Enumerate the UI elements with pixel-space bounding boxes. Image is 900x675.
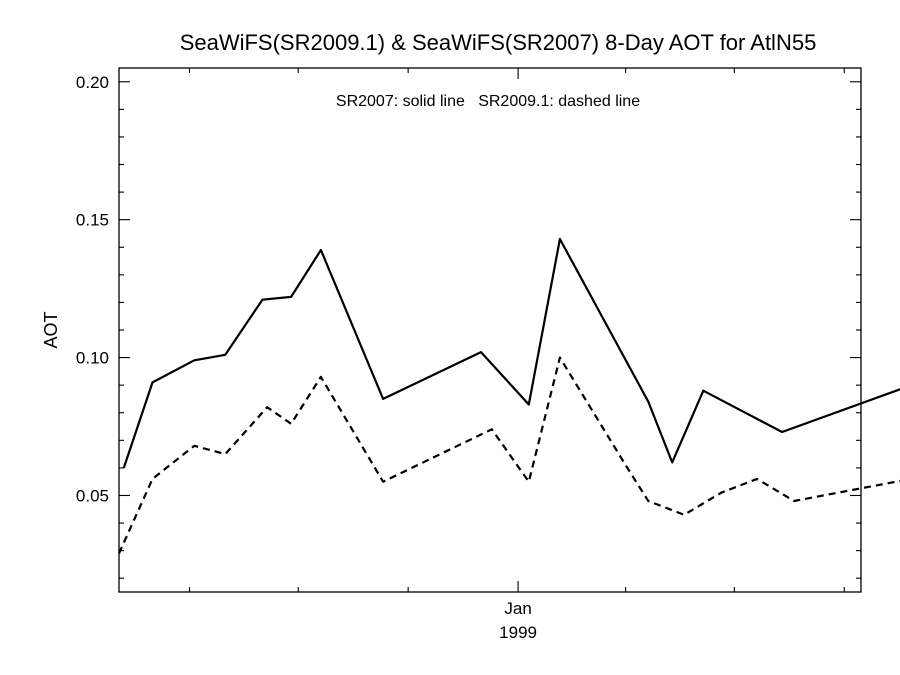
- data-point-sr2009-1: [320, 376, 322, 378]
- series-line-sr2009-1: [117, 356, 900, 554]
- data-point-sr2009-1: [224, 453, 226, 455]
- data-point-sr2009-1: [756, 478, 758, 480]
- y-tick-label: 0.05: [76, 486, 109, 505]
- data-point-sr2009-1: [559, 357, 561, 359]
- y-tick-label: 0.20: [76, 73, 109, 92]
- data-point-sr2007: [320, 249, 322, 251]
- series-layer: [117, 237, 900, 554]
- x-axis-ticks: Jan1999Jan2000Jan2001Jan2002Jan2003Jan20…: [188, 68, 845, 642]
- data-point-sr2009-1: [266, 406, 268, 408]
- data-point-sr2009-1: [152, 478, 154, 480]
- data-point-sr2007: [647, 401, 649, 403]
- data-point-sr2007: [261, 299, 263, 301]
- data-point-sr2009-1: [290, 423, 292, 425]
- data-point-sr2009-1: [793, 500, 795, 502]
- data-point-sr2009-1: [625, 464, 627, 466]
- chart-title: SeaWiFS(SR2009.1) & SeaWiFS(SR2007) 8-Da…: [180, 30, 817, 55]
- data-point-sr2007: [528, 404, 530, 406]
- data-point-sr2007: [702, 390, 704, 392]
- data-point-sr2007: [152, 382, 154, 384]
- data-point-sr2009-1: [491, 428, 493, 430]
- y-axis-label: AOT: [41, 311, 61, 348]
- y-axis-ticks: 0.05 0.10 0.15 0.20: [76, 73, 861, 579]
- series-line-sr2007: [122, 237, 900, 469]
- x-tick-year-label: 1999: [499, 623, 537, 642]
- data-point-sr2007: [781, 431, 783, 433]
- data-point-sr2007: [382, 398, 384, 400]
- data-point-sr2007: [123, 467, 125, 469]
- line-style-annotation: SR2007: solid line SR2009.1: dashed line: [336, 93, 640, 110]
- data-point-sr2009-1: [720, 492, 722, 494]
- y-tick-label: 0.15: [76, 211, 109, 230]
- data-point-sr2009-1: [528, 481, 530, 483]
- data-point-sr2007: [290, 296, 292, 298]
- data-point-sr2007: [480, 351, 482, 353]
- data-point-sr2007: [671, 461, 673, 463]
- plot-frame: [118, 67, 862, 593]
- data-point-sr2007: [193, 359, 195, 361]
- data-point-sr2007: [559, 238, 561, 240]
- data-point-sr2007: [224, 354, 226, 356]
- data-point-sr2009-1: [647, 500, 649, 502]
- data-point-sr2009-1: [382, 481, 384, 483]
- data-point-sr2009-1: [118, 552, 120, 554]
- data-point-sr2009-1: [683, 514, 685, 516]
- y-tick-label: 0.10: [76, 349, 109, 368]
- x-tick-month-label: Jan: [504, 599, 531, 618]
- data-point-sr2009-1: [193, 445, 195, 447]
